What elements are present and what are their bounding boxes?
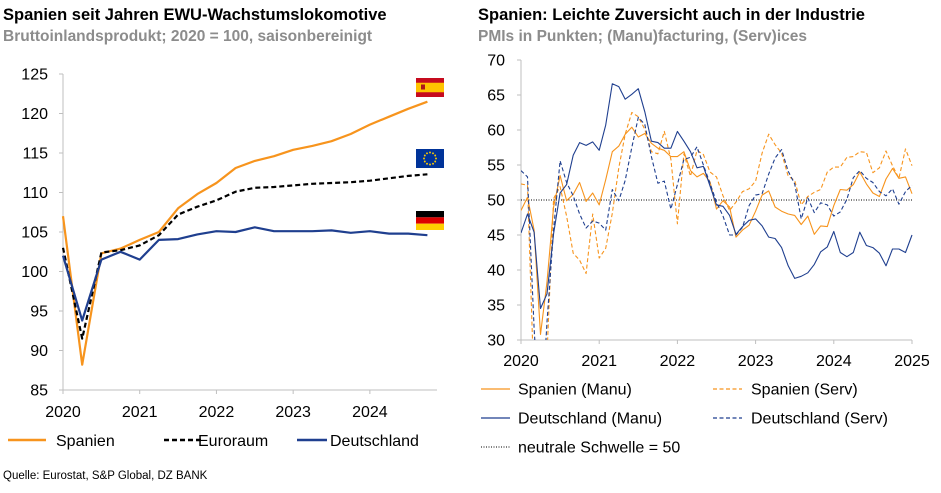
right-y-tick-label: 30 (487, 333, 505, 350)
right-legend-label-deutschland-serv: Deutschland (Serv) (751, 411, 888, 428)
left-y-tick-label: 125 (21, 67, 48, 84)
right-y-tick-label: 35 (487, 298, 505, 315)
right-legend-label-deutschland-manu: Deutschland (Manu) (518, 411, 662, 428)
left-x-tick-label: 2021 (122, 404, 158, 421)
left-x-tick-label: 2024 (352, 404, 388, 421)
left-y-tick-label: 105 (21, 225, 48, 242)
left-x-tick-label: 2023 (275, 404, 311, 421)
right-y-tick-label: 50 (487, 193, 505, 210)
de-flag-red (416, 217, 444, 224)
left-series-line-deutschland (61, 226, 428, 322)
de-flag-icon (416, 211, 444, 230)
right-x-tick-label: 2023 (738, 353, 774, 370)
eu-flag-star (429, 151, 431, 154)
left-chart-subtitle: Bruttoinlandsprodukt; 2020 = 100, saison… (3, 28, 373, 45)
eu-flag-star (432, 152, 434, 155)
right-y-tick-label: 45 (487, 228, 505, 245)
left-y-tick-label: 120 (21, 106, 48, 123)
right-series-line-spanien-manu (521, 126, 913, 335)
right-legend-label-reference: neutrale Schwelle = 50 (518, 440, 680, 457)
eu-flag-star (435, 157, 437, 160)
left-y-tick-label: 85 (30, 383, 48, 400)
right-legend-label-spanien-manu: Spanien (Manu) (518, 382, 632, 399)
left-legend-label-deutschland: Deutschland (330, 433, 419, 450)
eu-flag-star (423, 157, 425, 160)
right-x-tick-label: 2020 (503, 353, 539, 370)
right-x-tick-label: 2025 (894, 353, 930, 370)
eu-flag-field (416, 149, 444, 168)
eu-flag-star (432, 162, 434, 165)
right-series-line-deutschland-serv (521, 116, 913, 340)
eu-flag-star (434, 154, 437, 157)
left-legend-label-euroraum: Euroraum (198, 433, 268, 450)
left-series-line-spanien (61, 100, 428, 366)
es-flag-yellow (416, 82, 444, 93)
right-y-tick-label: 40 (487, 263, 505, 280)
right-x-tick-label: 2022 (660, 353, 696, 370)
de-flag-gold (416, 223, 444, 230)
eu-flag-star (423, 154, 426, 157)
left-y-tick-label: 90 (30, 343, 48, 360)
right-x-tick-label: 2021 (581, 353, 617, 370)
right-y-tick-label: 65 (487, 88, 505, 105)
eu-flag-star (426, 152, 428, 155)
source-note: Quelle: Eurostat, S&P Global, DZ BANK (3, 470, 208, 482)
right-legend-label-spanien-serv: Spanien (Serv) (751, 382, 858, 399)
left-y-tick-label: 110 (22, 185, 48, 202)
eu-flag-icon (416, 149, 444, 168)
eu-flag-star (434, 160, 437, 163)
left-x-tick-label: 2022 (199, 404, 235, 421)
right-y-tick-label: 55 (487, 158, 505, 175)
eu-flag-star (423, 160, 426, 163)
right-chart-subtitle: PMIs in Punkten; (Manu)facturing, (Serv)… (478, 28, 807, 45)
left-y-tick-label: 95 (30, 304, 48, 321)
left-chart-title: Spanien seit Jahren EWU-Wachstumslokomot… (3, 6, 387, 24)
es-flag-emblem (421, 84, 425, 90)
right-chart-title: Spanien: Leichte Zuversicht auch in der … (478, 6, 865, 24)
es-flag-icon (416, 78, 444, 97)
left-legend-label-spanien: Spanien (56, 433, 115, 450)
left-series-line-euroraum (61, 173, 428, 340)
eu-flag-star (426, 162, 428, 165)
left-y-tick-label: 100 (21, 264, 48, 281)
left-y-tick-label: 115 (22, 146, 48, 163)
de-flag-black (416, 211, 444, 218)
right-x-tick-label: 2024 (816, 353, 852, 370)
right-y-tick-label: 70 (487, 53, 505, 70)
left-x-tick-label: 2020 (45, 404, 81, 421)
eu-flag-star (429, 163, 431, 166)
right-series-line-spanien-serv (521, 111, 913, 340)
right-series-line-deutschland-manu (521, 83, 913, 310)
right-y-tick-label: 60 (487, 123, 505, 140)
